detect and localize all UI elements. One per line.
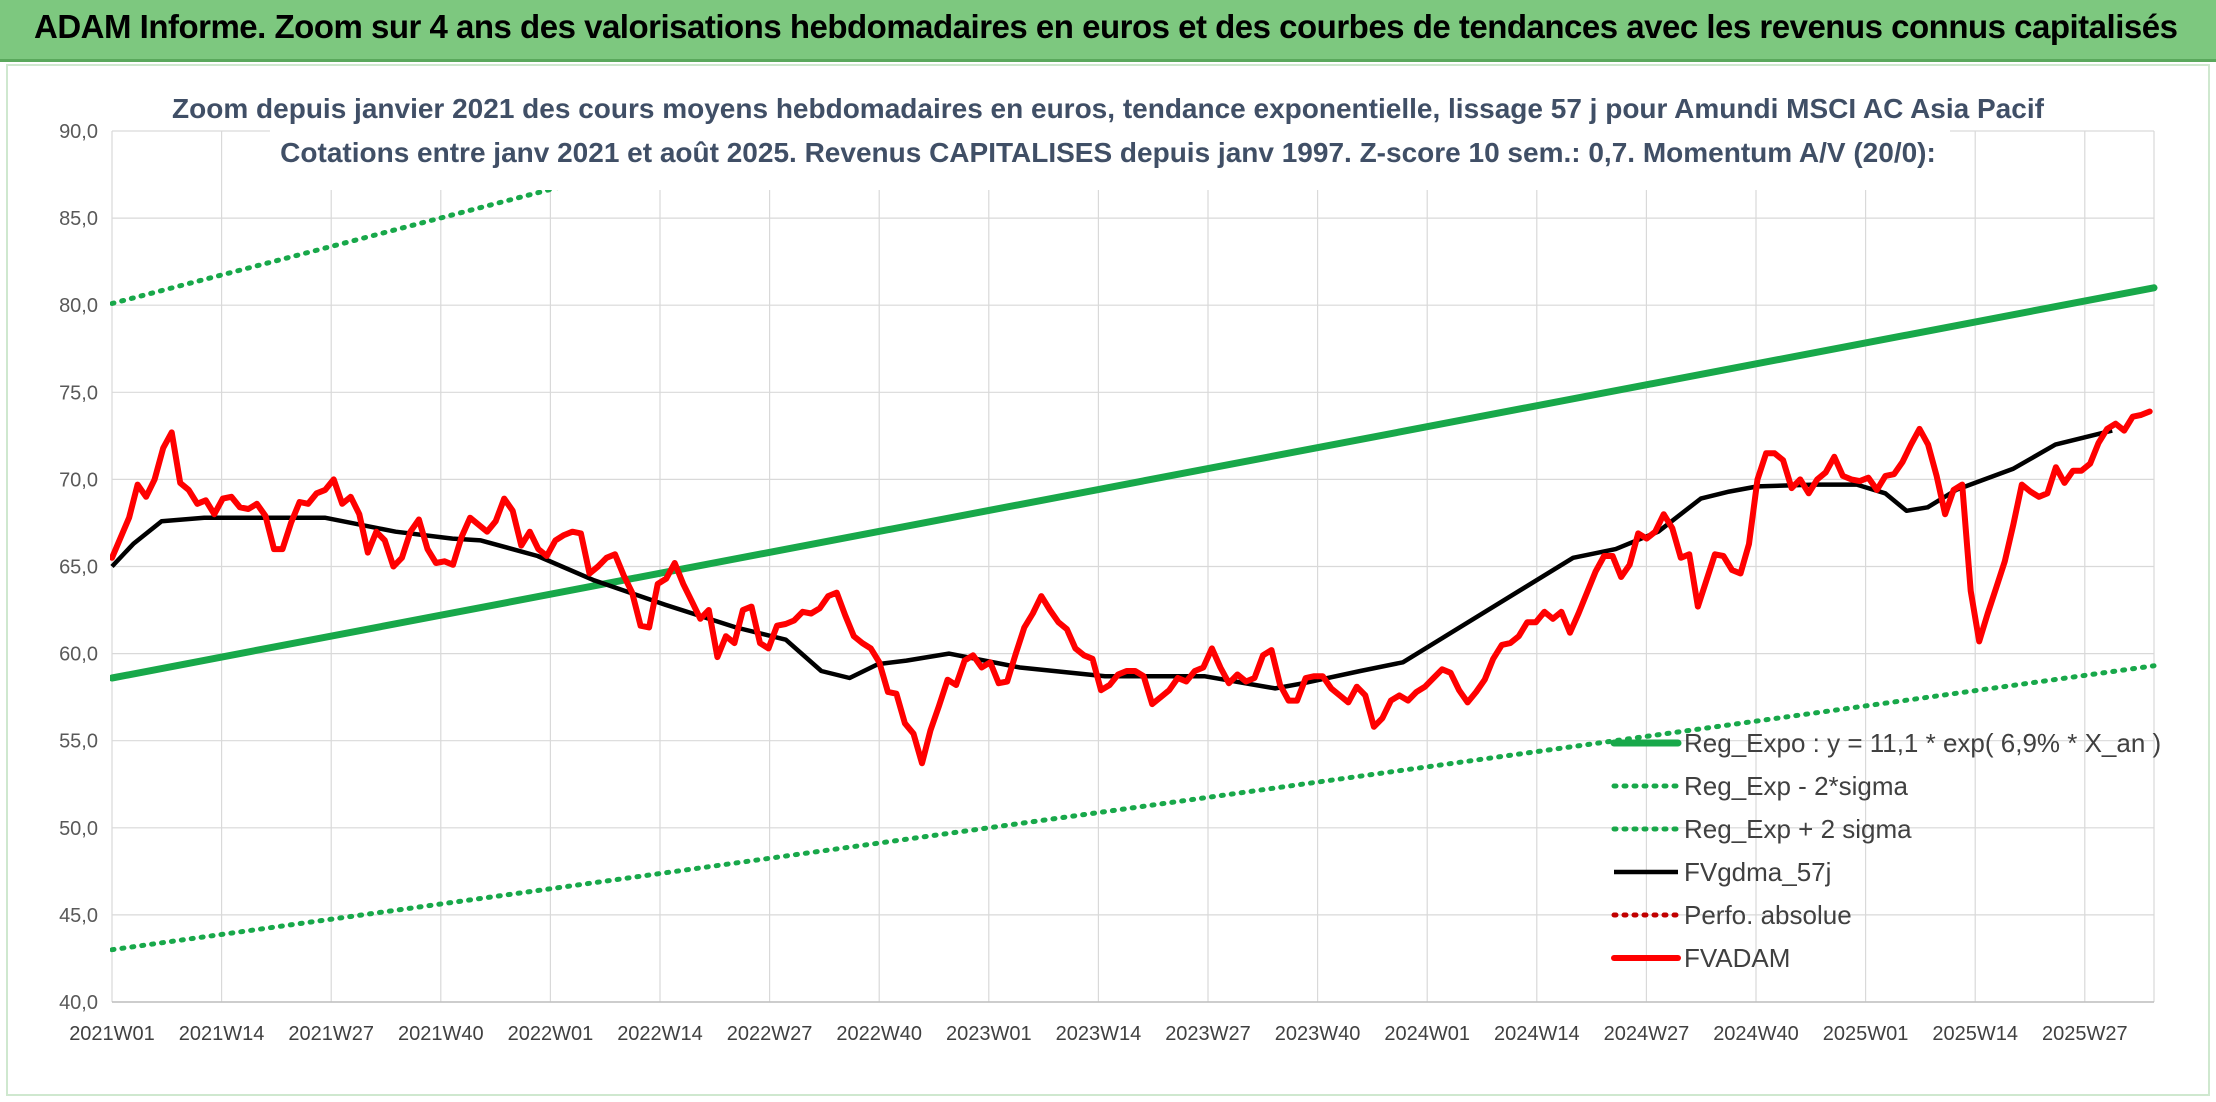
chart-svg: 40,0 45,0 50,0 55,0 60,0 65,0 70,0 75,0 80,0 85,0… [59, 86, 2161, 1045]
legend: Reg_Expo : y = 11,1 * exp( 6,9% * X_an )… [1610, 728, 2161, 973]
y-tick-label: 75,0 [59, 382, 98, 404]
x-tick-label: 2022W40 [836, 1023, 922, 1045]
x-tick-label: 2024W01 [1384, 1023, 1470, 1045]
x-tick-label: 2025W01 [1823, 1023, 1909, 1045]
y-tick-label: 55,0 [59, 731, 98, 753]
legend-label: Reg_Expo : y = 11,1 * exp( 6,9% * X_an ) [1684, 728, 2161, 758]
header-bar: ADAM Informe. Zoom sur 4 ans des valoris… [0, 0, 2216, 62]
x-tick-label: 2021W01 [69, 1023, 155, 1045]
y-tick-label: 45,0 [59, 905, 98, 927]
x-tick-label: 2025W27 [2042, 1023, 2128, 1045]
x-tick-label: 2021W40 [398, 1023, 484, 1045]
y-tick-label: 40,0 [59, 992, 98, 1014]
legend-label: Reg_Exp + 2 sigma [1684, 814, 1912, 844]
x-tick-label: 2022W01 [508, 1023, 594, 1045]
page-title: ADAM Informe. Zoom sur 4 ans des valoris… [34, 8, 2178, 45]
series-line-fvadam [110, 408, 2153, 767]
x-tick-label: 2021W14 [179, 1023, 265, 1045]
x-tick-label: 2022W14 [617, 1023, 703, 1045]
y-tick-label: 50,0 [59, 818, 98, 840]
x-tick-label: 2021W27 [288, 1023, 374, 1045]
y-tick-label: 65,0 [59, 557, 98, 579]
y-tick-label: 80,0 [59, 295, 98, 317]
chart-frame: 40,0 45,0 50,0 55,0 60,0 65,0 70,0 75,0 80,0 85,0… [6, 64, 2210, 1096]
legend-label: FVADAM [1684, 943, 1790, 973]
x-tick-label: 2025W14 [1932, 1023, 2018, 1045]
x-axis: 2021W01 2021W14 2021W27 2021W40 2022W01 2022W… [69, 1023, 2127, 1045]
y-axis: 40,0 45,0 50,0 55,0 60,0 65,0 70,0 75,0 80,0 85,0… [59, 121, 98, 1014]
legend-label: Perfo. absolue [1684, 900, 1852, 930]
grid-layer [111, 130, 2155, 1003]
chart-subtitle: Cotations entre janv 2021 et août 2025. … [280, 137, 1936, 168]
x-tick-label: 2023W14 [1056, 1023, 1142, 1045]
y-tick-label: 90,0 [59, 121, 98, 143]
x-tick-label: 2022W27 [727, 1023, 813, 1045]
y-tick-label: 70,0 [59, 469, 98, 491]
legend-label: Reg_Exp - 2*sigma [1684, 771, 1909, 801]
x-tick-label: 2024W14 [1494, 1023, 1580, 1045]
series-line-reg-exp-2-sigma [110, 127, 801, 306]
series-line-fvgdma-57j [110, 428, 2113, 691]
chart-title-block: Zoom depuis janvier 2021 des cours moyen… [172, 86, 2045, 190]
x-tick-label: 2023W40 [1275, 1023, 1361, 1045]
series-line-reg-expo-y-11-1-exp-6-9-x-an [110, 284, 2158, 682]
y-tick-label: 60,0 [59, 644, 98, 666]
y-tick-label: 85,0 [59, 208, 98, 230]
x-tick-label: 2024W40 [1713, 1023, 1799, 1045]
x-tick-label: 2024W27 [1604, 1023, 1690, 1045]
x-tick-label: 2023W27 [1165, 1023, 1251, 1045]
series-layer [110, 127, 2158, 953]
legend-label: FVgdma_57j [1684, 857, 1831, 887]
series-line-reg-exp-2-sigma [110, 663, 2157, 953]
title-background [270, 86, 1950, 190]
x-tick-label: 2023W01 [946, 1023, 1032, 1045]
chart-title: Zoom depuis janvier 2021 des cours moyen… [172, 93, 2045, 124]
